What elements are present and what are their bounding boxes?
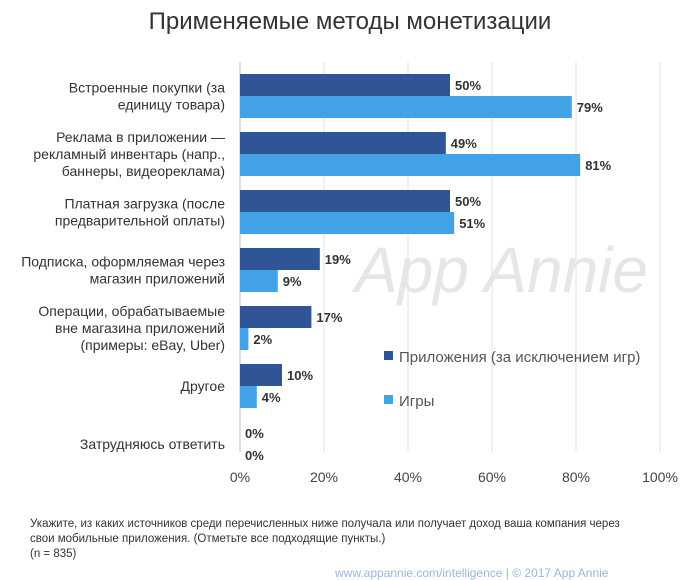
x-tick-label: 40%	[394, 469, 422, 485]
bar-series-0-cat-3	[240, 248, 320, 270]
bar-series-1-cat-0	[240, 96, 572, 118]
data-label: 0%	[245, 426, 264, 441]
data-label: 0%	[245, 448, 264, 463]
source-link[interactable]: www.appannie.com/intelligence | © 2017 A…	[335, 566, 609, 580]
data-label: 50%	[455, 78, 481, 93]
category-label: баннеры, видеореклама)	[62, 163, 225, 179]
x-tick-label: 20%	[310, 469, 338, 485]
category-label: рекламный инвентарь (напр.,	[33, 146, 225, 162]
data-label: 17%	[316, 310, 342, 325]
category-label: Затрудняюсь ответить	[80, 436, 225, 452]
category-label: единицу товара)	[118, 97, 225, 113]
data-label: 81%	[585, 158, 611, 173]
bar-series-0-cat-5	[240, 364, 282, 386]
x-tick-label: 60%	[478, 469, 506, 485]
category-label: Операции, обрабатываемые	[38, 303, 225, 319]
bar-series-0-cat-1	[240, 132, 446, 154]
x-tick-label: 100%	[642, 469, 678, 485]
footnote-line-3: (n = 835)	[30, 548, 77, 560]
bar-series-1-cat-1	[240, 154, 581, 176]
legend-swatch-1	[384, 395, 393, 404]
footnote-line-2: свои мобильные приложения. (Отметьте все…	[30, 533, 386, 545]
category-label: Другое	[181, 378, 226, 394]
data-label: 51%	[459, 216, 485, 231]
data-label: 4%	[262, 390, 281, 405]
data-label: 2%	[253, 332, 272, 347]
category-label: магазин приложений	[90, 271, 225, 287]
x-tick-label: 0%	[230, 469, 250, 485]
bar-series-0-cat-0	[240, 74, 450, 96]
footnote-line-1: Укажите, из каких источников среди переч…	[30, 518, 620, 530]
legend-label: Приложения (за исключением игр)	[399, 349, 640, 366]
data-label: 79%	[577, 100, 603, 115]
x-tick-label: 80%	[562, 469, 590, 485]
bar-series-1-cat-2	[240, 212, 455, 234]
bar-series-1-cat-3	[240, 270, 278, 292]
survey-footnote: Укажите, из каких источников среди переч…	[30, 517, 690, 562]
chart-title: Применяемые методы монетизации	[148, 8, 552, 35]
category-label: (примеры: eBay, Uber)	[80, 337, 225, 353]
bar-series-0-cat-2	[240, 190, 450, 212]
data-label: 9%	[283, 274, 302, 289]
bar-series-1-cat-4	[240, 328, 249, 350]
category-label: вне магазина приложений	[55, 320, 225, 336]
data-label: 49%	[451, 136, 477, 151]
legend-swatch-0	[384, 351, 393, 360]
data-label: 50%	[455, 194, 481, 209]
data-label: 10%	[287, 368, 313, 383]
bar-series-1-cat-5	[240, 386, 257, 408]
category-label: Встроенные покупки (за	[69, 80, 225, 96]
legend-label: Игры	[399, 393, 434, 410]
bar-series-0-cat-4	[240, 306, 312, 328]
data-label: 19%	[325, 252, 351, 267]
category-label: Реклама в приложении —	[56, 129, 225, 145]
watermark-text: App Annie	[351, 234, 648, 306]
category-label: Подписка, оформляемая через	[21, 254, 225, 270]
category-label: предварительной оплаты)	[55, 213, 225, 229]
category-label: Платная загрузка (после	[64, 196, 225, 212]
